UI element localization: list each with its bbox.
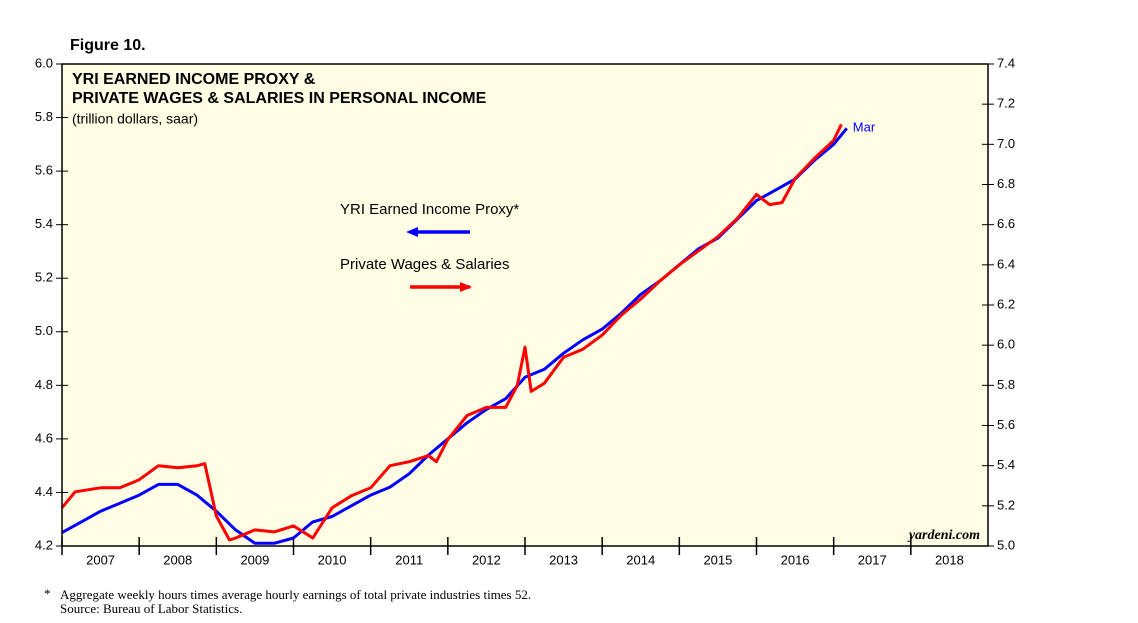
figure-label: Figure 10. <box>70 37 146 54</box>
y2-tick-label: 6.8 <box>997 176 1015 191</box>
chart-title: YRI EARNED INCOME PROXY & <box>72 71 316 88</box>
x-tick-label: 2008 <box>163 552 192 567</box>
source-mark: yardeni.com <box>907 528 980 543</box>
footnote-marker: * <box>44 586 51 601</box>
x-tick-label: 2017 <box>858 552 887 567</box>
y2-tick-label: 5.0 <box>997 537 1015 552</box>
x-tick-label: 2009 <box>240 552 269 567</box>
x-tick-label: 2011 <box>395 552 423 567</box>
y2-tick-label: 7.0 <box>997 136 1015 151</box>
chart-subtitle: (trillion dollars, saar) <box>72 111 198 127</box>
y2-tick-label: 6.2 <box>997 296 1015 311</box>
x-tick-label: 2007 <box>86 552 115 567</box>
x-tick-label: 2016 <box>781 552 810 567</box>
y2-tick-label: 7.2 <box>997 96 1015 111</box>
x-tick-label: 2013 <box>549 552 578 567</box>
plot-background <box>62 64 988 546</box>
end-label: Mar <box>853 120 876 135</box>
chart-title: PRIVATE WAGES & SALARIES IN PERSONAL INC… <box>72 90 487 107</box>
y-tick-label: 5.4 <box>35 216 53 231</box>
x-tick-label: 2015 <box>703 552 732 567</box>
plot-frame <box>61 63 989 547</box>
y2-tick-label: 5.2 <box>997 497 1015 512</box>
y2-tick-label: 7.4 <box>997 55 1015 70</box>
legend-arrow-head <box>406 227 418 237</box>
y2-tick-label: 5.8 <box>997 377 1015 392</box>
y2-tick-label: 5.6 <box>997 417 1015 432</box>
x-tick-label: 2012 <box>472 552 501 567</box>
series-line <box>60 123 843 542</box>
y-tick-label: 5.2 <box>35 270 53 285</box>
y-tick-label: 4.4 <box>35 484 53 499</box>
y-tick-label: 6.0 <box>35 55 53 70</box>
legend-label: YRI Earned Income Proxy* <box>340 201 519 218</box>
y-tick-label: 5.0 <box>35 323 53 338</box>
y-tick-label: 4.8 <box>35 377 53 392</box>
legend-label: Private Wages & Salaries <box>340 256 510 273</box>
y-tick-label: 5.8 <box>35 109 53 124</box>
y2-tick-label: 5.4 <box>997 457 1015 472</box>
footnote: Aggregate weekly hours times average hou… <box>60 587 531 602</box>
y2-tick-label: 6.6 <box>997 216 1015 231</box>
x-tick-label: 2018 <box>935 552 964 567</box>
legend-arrow-head <box>460 282 472 292</box>
y-tick-label: 4.2 <box>35 537 53 552</box>
y2-tick-label: 6.0 <box>997 337 1015 352</box>
y2-tick-label: 6.4 <box>997 256 1015 271</box>
x-tick-label: 2010 <box>318 552 347 567</box>
x-tick-label: 2014 <box>626 552 655 567</box>
source-note: Source: Bureau of Labor Statistics. <box>60 601 242 616</box>
y-tick-label: 4.6 <box>35 430 53 445</box>
y-tick-label: 5.6 <box>35 163 53 178</box>
